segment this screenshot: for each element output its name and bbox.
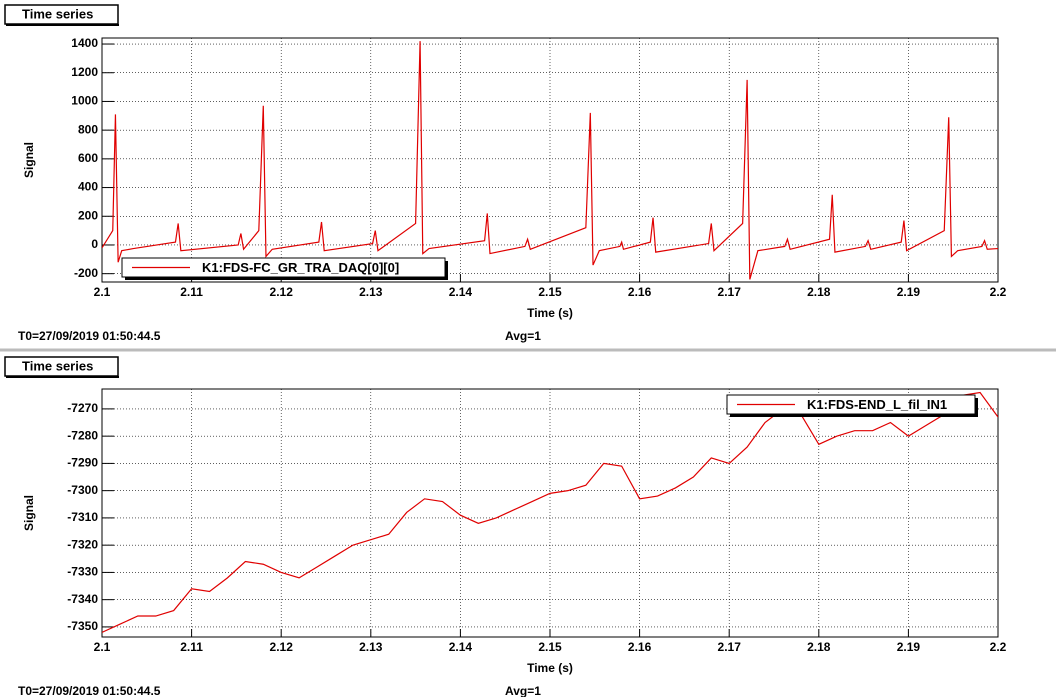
x-tick-label: 2.18 [807, 285, 831, 299]
y-tick-label: -7320 [67, 537, 98, 551]
x-tick-label: 2.17 [718, 640, 742, 654]
tab-label: Time series [22, 358, 93, 373]
footer-left: T0=27/09/2019 01:50:44.5 [18, 329, 161, 343]
x-tick-label: 2.15 [538, 640, 562, 654]
y-tick-label: -7300 [67, 483, 98, 497]
legend-box [726, 394, 976, 415]
x-tick-label: 2.12 [270, 285, 294, 299]
x-tick-label: 2.19 [897, 640, 921, 654]
y-tick-label: 1200 [71, 65, 98, 79]
y-tick-label: -7280 [67, 428, 98, 442]
x-tick-label: 2.16 [628, 285, 652, 299]
y-tick-label: -7350 [67, 619, 98, 633]
y-tick-label: 1400 [71, 36, 98, 50]
y-axis-label: Signal [22, 142, 36, 178]
y-tick-label: -7290 [67, 456, 98, 470]
x-tick-label: 2.17 [718, 285, 742, 299]
y-axis-label: Signal [22, 495, 36, 531]
x-tick-label: 2.11 [180, 640, 203, 654]
y-tick-label: 400 [78, 180, 98, 194]
x-axis-label: Time (s) [527, 306, 573, 320]
y-tick-label: -200 [74, 266, 98, 280]
x-tick-label: 2.14 [449, 640, 473, 654]
y-tick-label: -7330 [67, 565, 98, 579]
series-line [102, 391, 998, 633]
footer-right: Avg=1 [505, 329, 541, 343]
y-tick-label: 1000 [71, 94, 98, 108]
x-tick-label: 2.1 [94, 285, 111, 299]
legend-box [121, 257, 446, 278]
x-tick-label: 2.13 [359, 640, 383, 654]
legend-label: K1:FDS-END_L_fil_IN1 [807, 397, 947, 412]
x-tick-label: 2.2 [990, 640, 1007, 654]
y-tick-label: 200 [78, 208, 98, 222]
y-tick-label: -7340 [67, 592, 98, 606]
footer-left: T0=27/09/2019 01:50:44.5 [18, 684, 161, 697]
x-tick-label: 2.14 [449, 285, 473, 299]
x-tick-label: 2.16 [628, 640, 652, 654]
x-axis-label: Time (s) [527, 661, 573, 675]
y-tick-label: 0 [91, 237, 98, 251]
y-tick-label: -7310 [67, 510, 98, 524]
x-tick-label: 2.2 [990, 285, 1007, 299]
x-tick-label: 2.18 [807, 640, 831, 654]
x-tick-label: 2.13 [359, 285, 383, 299]
series-line [102, 41, 998, 280]
tab-label: Time series [22, 6, 93, 21]
x-tick-label: 2.15 [538, 285, 562, 299]
footer-right: Avg=1 [505, 684, 541, 697]
legend-label: K1:FDS-FC_GR_TRA_DAQ[0][0] [202, 260, 399, 275]
y-tick-label: -7270 [67, 401, 98, 415]
y-tick-label: 800 [78, 122, 98, 136]
x-tick-label: 2.11 [180, 285, 203, 299]
y-tick-label: 600 [78, 151, 98, 165]
x-tick-label: 2.19 [897, 285, 921, 299]
x-tick-label: 2.12 [270, 640, 294, 654]
x-tick-label: 2.1 [94, 640, 111, 654]
